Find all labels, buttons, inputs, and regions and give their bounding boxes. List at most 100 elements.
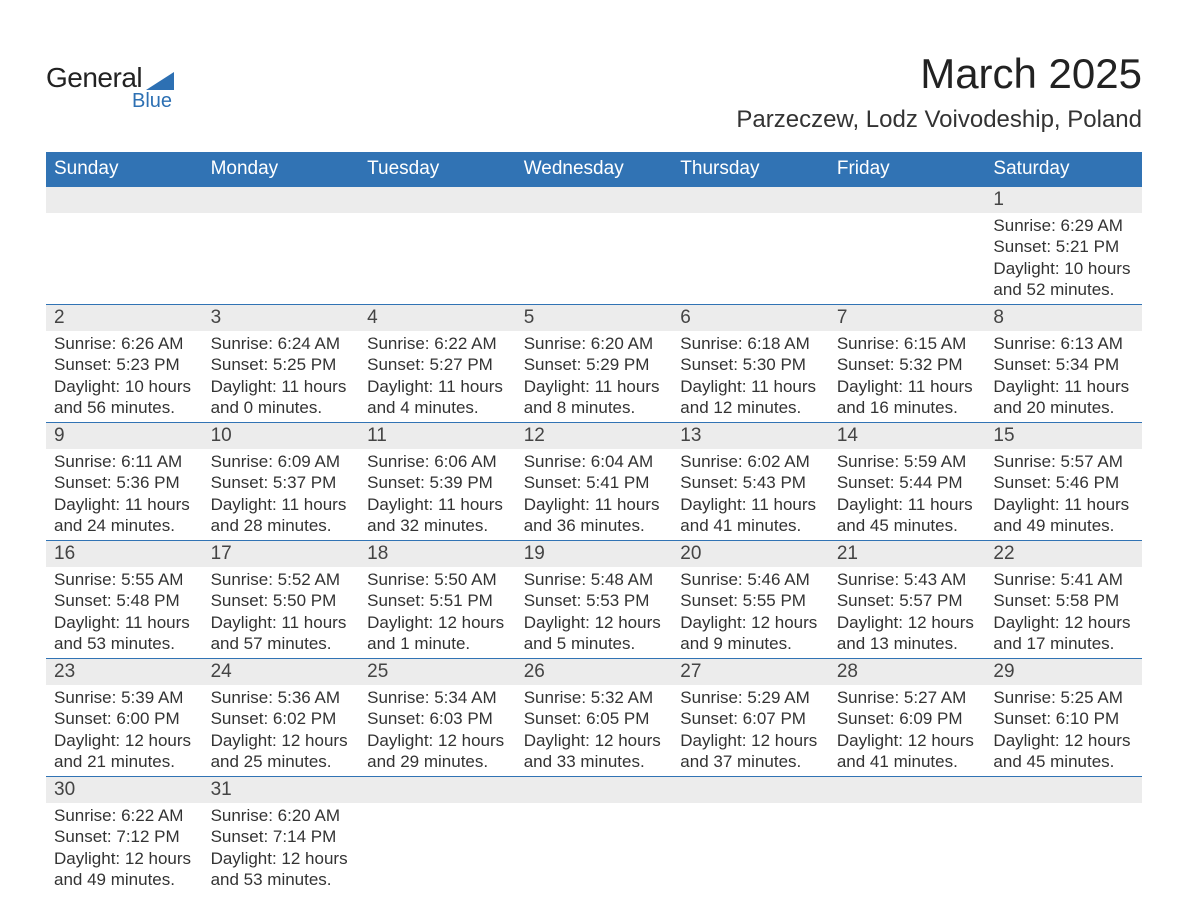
sunrise-text: Sunrise: 6:26 AM — [54, 333, 195, 354]
day-number: 10 — [203, 423, 360, 449]
day-number — [829, 187, 986, 213]
sunrise-text: Sunrise: 5:52 AM — [211, 569, 352, 590]
sunrise-text: Sunrise: 6:02 AM — [680, 451, 821, 472]
day-data: Sunrise: 6:11 AMSunset: 5:36 PMDaylight:… — [46, 449, 203, 540]
day-data: Sunrise: 5:59 AMSunset: 5:44 PMDaylight:… — [829, 449, 986, 540]
daylight-text-2: and 13 minutes. — [837, 633, 978, 654]
daylight-text-1: Daylight: 11 hours — [837, 494, 978, 515]
daylight-text-2: and 8 minutes. — [524, 397, 665, 418]
calendar-cell: 25Sunrise: 5:34 AMSunset: 6:03 PMDayligh… — [359, 659, 516, 776]
daylight-text-1: Daylight: 10 hours — [993, 258, 1134, 279]
day-data: Sunrise: 6:02 AMSunset: 5:43 PMDaylight:… — [672, 449, 829, 540]
day-data — [829, 213, 986, 233]
sunset-text: Sunset: 5:36 PM — [54, 472, 195, 493]
daylight-text-2: and 32 minutes. — [367, 515, 508, 536]
daylight-text-1: Daylight: 11 hours — [524, 376, 665, 397]
daylight-text-2: and 25 minutes. — [211, 751, 352, 772]
sunset-text: Sunset: 5:51 PM — [367, 590, 508, 611]
sunset-text: Sunset: 5:53 PM — [524, 590, 665, 611]
daylight-text-2: and 0 minutes. — [211, 397, 352, 418]
sunset-text: Sunset: 5:39 PM — [367, 472, 508, 493]
daylight-text-2: and 24 minutes. — [54, 515, 195, 536]
day-data: Sunrise: 6:24 AMSunset: 5:25 PMDaylight:… — [203, 331, 360, 422]
daylight-text-2: and 36 minutes. — [524, 515, 665, 536]
sunset-text: Sunset: 5:46 PM — [993, 472, 1134, 493]
daylight-text-2: and 57 minutes. — [211, 633, 352, 654]
calendar-cell: 24Sunrise: 5:36 AMSunset: 6:02 PMDayligh… — [203, 659, 360, 776]
day-number: 5 — [516, 305, 673, 331]
day-data: Sunrise: 6:09 AMSunset: 5:37 PMDaylight:… — [203, 449, 360, 540]
sunrise-text: Sunrise: 5:46 AM — [680, 569, 821, 590]
sunset-text: Sunset: 6:10 PM — [993, 708, 1134, 729]
sunrise-text: Sunrise: 6:04 AM — [524, 451, 665, 472]
daylight-text-1: Daylight: 11 hours — [680, 494, 821, 515]
col-saturday: Saturday — [985, 152, 1142, 187]
day-number: 24 — [203, 659, 360, 685]
day-data — [672, 213, 829, 233]
daylight-text-2: and 41 minutes. — [680, 515, 821, 536]
sunset-text: Sunset: 5:30 PM — [680, 354, 821, 375]
calendar-cell: 8Sunrise: 6:13 AMSunset: 5:34 PMDaylight… — [985, 305, 1142, 422]
day-number — [516, 187, 673, 213]
sunrise-text: Sunrise: 5:25 AM — [993, 687, 1134, 708]
sunset-text: Sunset: 6:02 PM — [211, 708, 352, 729]
day-number: 30 — [46, 777, 203, 803]
sunset-text: Sunset: 6:03 PM — [367, 708, 508, 729]
day-data: Sunrise: 6:06 AMSunset: 5:39 PMDaylight:… — [359, 449, 516, 540]
daylight-text-1: Daylight: 12 hours — [54, 730, 195, 751]
calendar-cell: 11Sunrise: 6:06 AMSunset: 5:39 PMDayligh… — [359, 423, 516, 540]
day-number: 11 — [359, 423, 516, 449]
calendar-week: 1Sunrise: 6:29 AMSunset: 5:21 PMDaylight… — [46, 187, 1142, 305]
calendar-week: 23Sunrise: 5:39 AMSunset: 6:00 PMDayligh… — [46, 659, 1142, 777]
sunset-text: Sunset: 5:21 PM — [993, 236, 1134, 257]
daylight-text-2: and 1 minute. — [367, 633, 508, 654]
sunset-text: Sunset: 5:23 PM — [54, 354, 195, 375]
day-data: Sunrise: 5:39 AMSunset: 6:00 PMDaylight:… — [46, 685, 203, 776]
daylight-text-2: and 20 minutes. — [993, 397, 1134, 418]
daylight-text-2: and 53 minutes. — [54, 633, 195, 654]
day-data: Sunrise: 5:27 AMSunset: 6:09 PMDaylight:… — [829, 685, 986, 776]
logo-text-main: General — [46, 62, 142, 94]
day-data — [359, 213, 516, 233]
calendar-cell — [46, 187, 203, 304]
sunrise-text: Sunrise: 6:06 AM — [367, 451, 508, 472]
daylight-text-1: Daylight: 12 hours — [680, 612, 821, 633]
day-number: 6 — [672, 305, 829, 331]
sunset-text: Sunset: 6:09 PM — [837, 708, 978, 729]
sunset-text: Sunset: 6:05 PM — [524, 708, 665, 729]
sunrise-text: Sunrise: 6:29 AM — [993, 215, 1134, 236]
sunrise-text: Sunrise: 6:22 AM — [54, 805, 195, 826]
day-number — [203, 187, 360, 213]
sunrise-text: Sunrise: 6:24 AM — [211, 333, 352, 354]
daylight-text-2: and 21 minutes. — [54, 751, 195, 772]
sunrise-text: Sunrise: 5:48 AM — [524, 569, 665, 590]
sunset-text: Sunset: 7:14 PM — [211, 826, 352, 847]
daylight-text-2: and 28 minutes. — [211, 515, 352, 536]
daylight-text-2: and 56 minutes. — [54, 397, 195, 418]
daylight-text-2: and 5 minutes. — [524, 633, 665, 654]
col-thursday: Thursday — [672, 152, 829, 187]
day-number — [359, 187, 516, 213]
day-number — [46, 187, 203, 213]
logo-triangle-icon — [146, 72, 174, 90]
calendar-cell: 26Sunrise: 5:32 AMSunset: 6:05 PMDayligh… — [516, 659, 673, 776]
sunset-text: Sunset: 5:41 PM — [524, 472, 665, 493]
sunset-text: Sunset: 5:32 PM — [837, 354, 978, 375]
day-data — [359, 803, 516, 823]
sunset-text: Sunset: 5:43 PM — [680, 472, 821, 493]
sunset-text: Sunset: 5:25 PM — [211, 354, 352, 375]
day-number: 3 — [203, 305, 360, 331]
calendar-week: 16Sunrise: 5:55 AMSunset: 5:48 PMDayligh… — [46, 541, 1142, 659]
calendar-cell: 9Sunrise: 6:11 AMSunset: 5:36 PMDaylight… — [46, 423, 203, 540]
daylight-text-1: Daylight: 11 hours — [367, 376, 508, 397]
day-data: Sunrise: 6:18 AMSunset: 5:30 PMDaylight:… — [672, 331, 829, 422]
calendar-cell — [516, 777, 673, 894]
sunrise-text: Sunrise: 5:39 AM — [54, 687, 195, 708]
daylight-text-1: Daylight: 12 hours — [680, 730, 821, 751]
calendar-header-row: Sunday Monday Tuesday Wednesday Thursday… — [46, 152, 1142, 187]
sunrise-text: Sunrise: 5:55 AM — [54, 569, 195, 590]
calendar-cell: 19Sunrise: 5:48 AMSunset: 5:53 PMDayligh… — [516, 541, 673, 658]
calendar-cell: 17Sunrise: 5:52 AMSunset: 5:50 PMDayligh… — [203, 541, 360, 658]
sunset-text: Sunset: 6:07 PM — [680, 708, 821, 729]
calendar-cell — [829, 777, 986, 894]
